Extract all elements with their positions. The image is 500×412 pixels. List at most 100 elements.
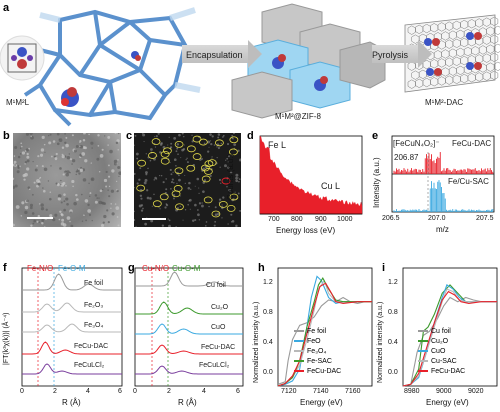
tem-grain [63,193,66,196]
tem-grain [29,203,34,207]
xanes-cu-chart [402,267,498,387]
legend-swatch [418,360,428,363]
xanes-series-line [402,296,497,387]
dual-atom-circle [174,167,184,175]
xanes-series-line [277,296,372,385]
tem-grain [37,182,41,186]
haadf-grain [175,164,177,167]
haadf-grain [171,178,174,181]
haadf-grain [197,213,200,217]
f-xtick: 6 [118,388,122,395]
e-xlabel: m/z [436,225,449,234]
haadf-grain [216,146,218,148]
dual-atom-circle [171,190,181,198]
f-series-label: Fe₃O₄ [84,322,104,329]
haadf-grain [168,136,170,138]
tem-grain [71,159,76,163]
tem-grain [36,184,39,188]
haadf-image-c [134,133,241,227]
tem-grain [111,212,115,216]
ligand-label: M¹M²L [6,98,30,107]
legend-entry: CuO [418,348,445,355]
tem-grain [39,153,44,157]
tem-grain [101,148,104,151]
tem-grain [116,189,119,193]
haadf-grain [229,170,233,174]
e-xtick: 206.5 [382,215,400,222]
dual-atom-circle [203,168,213,175]
legend-label: FeCu-DAC [431,368,466,375]
haadf-grain [154,146,157,148]
tem-grain [65,172,69,177]
tem-grain [80,193,83,196]
f-series-label: FeCu-DAC [74,343,109,350]
i-xtick: 9000 [436,388,452,395]
zif8-cage [231,3,386,119]
legend-label: Cu foil [431,328,451,335]
exafs-curve [135,344,243,355]
dual-atom-circle [152,200,162,208]
haadf-grain [141,133,144,134]
i-ytick: 0.8 [388,309,398,316]
tem-grain [26,199,29,203]
tem-grain [115,206,120,210]
tem-grain [61,146,65,149]
tem-grain [96,157,100,161]
tem-grain [103,214,107,219]
haadf-grain [204,225,207,227]
tem-grain [21,145,23,148]
exafs-curve [135,323,243,335]
tem-grain [102,221,105,224]
scale-bar-c [142,218,166,220]
haadf-grain [184,182,186,184]
tem-grain [26,159,30,163]
legend-swatch [294,330,304,333]
legend-label: Fe-SAC [307,358,332,365]
tem-grain [107,144,109,146]
haadf-grain [211,157,213,159]
haadf-grain [138,178,141,181]
dual-atom-circle [186,164,196,172]
haadf-grain [211,135,214,138]
haadf-grain [235,176,238,180]
dual-atom-circle [226,205,236,212]
g-xlabel: R (Å) [178,398,197,407]
exafs-curve [22,341,122,355]
haadf-grain [190,188,192,191]
haadf-grain [181,133,184,135]
tem-grain [48,134,50,137]
haadf-grain [239,158,241,162]
tem-grain [70,224,74,227]
tem-grain [50,155,53,158]
haadf-grain [226,142,230,146]
tem-grain [50,165,52,167]
haadf-grain [194,203,197,207]
haadf-grain [194,218,197,222]
tem-grain [71,163,73,165]
tem-grain [97,145,100,147]
haadf-grain [189,208,191,210]
haadf-grain [196,209,199,211]
haadf-grain [175,150,178,153]
legend-label: Fe₃O₄ [307,348,327,355]
haadf-grain [185,158,187,161]
tem-grain [26,167,30,171]
haadf-grain [209,133,212,136]
d-xtick: 800 [291,216,303,223]
tem-grain [65,197,69,201]
tem-grain [76,169,80,173]
haadf-grain [233,133,235,135]
tem-grain [116,139,120,143]
haadf-grain [180,157,182,159]
haadf-grain [169,168,172,172]
f-series-label: FeCuLCl₂ [74,362,105,369]
haadf-grain [162,181,165,184]
tem-grain [40,203,44,207]
haadf-grain [225,159,227,161]
haadf-grain [150,148,153,151]
dual-atom-circle [229,193,239,201]
tem-grain [62,173,65,176]
haadf-grain [134,218,136,222]
exafs-curve [135,365,243,375]
tem-grain [30,135,32,138]
